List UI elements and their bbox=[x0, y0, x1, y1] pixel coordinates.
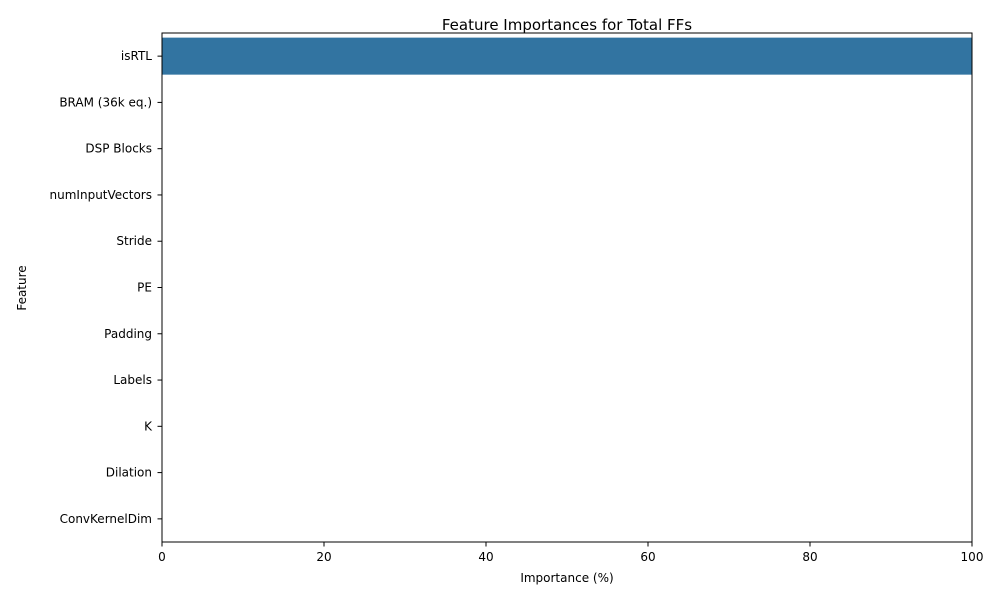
x-tick-label: 40 bbox=[478, 550, 493, 564]
x-tick-label: 100 bbox=[961, 550, 984, 564]
y-tick-label: Padding bbox=[104, 327, 152, 341]
bars-layer bbox=[162, 37, 972, 75]
y-tick-label: PE bbox=[137, 281, 152, 295]
x-tick-label: 0 bbox=[158, 550, 166, 564]
chart-title: Feature Importances for Total FFs bbox=[442, 16, 692, 34]
x-tick-label: 80 bbox=[802, 550, 817, 564]
x-axis-label: Importance (%) bbox=[520, 571, 613, 585]
plot-frame bbox=[161, 32, 973, 543]
y-axis-label: Feature bbox=[15, 265, 29, 310]
y-tick-label: isRTL bbox=[121, 49, 152, 63]
y-tick-label: ConvKernelDim bbox=[60, 512, 152, 526]
y-tick-label: Labels bbox=[113, 373, 152, 387]
y-tick-label: K bbox=[144, 419, 153, 433]
y-tick-label: DSP Blocks bbox=[85, 142, 152, 156]
bar-isrtl bbox=[162, 37, 972, 75]
y-tick-label: Stride bbox=[116, 234, 152, 248]
x-tick-label: 60 bbox=[640, 550, 655, 564]
y-axis-ticks: isRTL BRAM (36k eq.) DSP Blocks numInputVec… bbox=[50, 49, 162, 526]
x-axis-ticks: 0 20 40 60 80 100 bbox=[158, 542, 983, 564]
x-tick-label: 20 bbox=[316, 550, 331, 564]
y-tick-label: BRAM (36k eq.) bbox=[59, 95, 152, 109]
y-tick-label: numInputVectors bbox=[50, 188, 152, 202]
y-tick-label: Dilation bbox=[106, 466, 152, 480]
